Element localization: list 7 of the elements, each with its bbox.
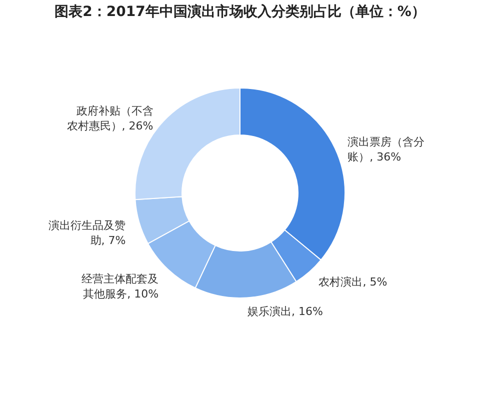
slice-label: 演出衍生品及赞助, 7%	[48, 219, 126, 248]
slice-label: 演出票房（含分账）, 36%	[348, 135, 425, 164]
slice-label: 政府补贴（不含农村惠民）, 26%	[66, 104, 154, 133]
chart-title: 图表2：2017年中国演出市场收入分类别占比（单位：%）	[54, 3, 426, 20]
slice-label: 娱乐演出, 16%	[247, 304, 323, 318]
slice-label: 经营主体配套及其他服务, 10%	[82, 272, 159, 301]
slice-label: 农村演出, 5%	[318, 275, 388, 288]
